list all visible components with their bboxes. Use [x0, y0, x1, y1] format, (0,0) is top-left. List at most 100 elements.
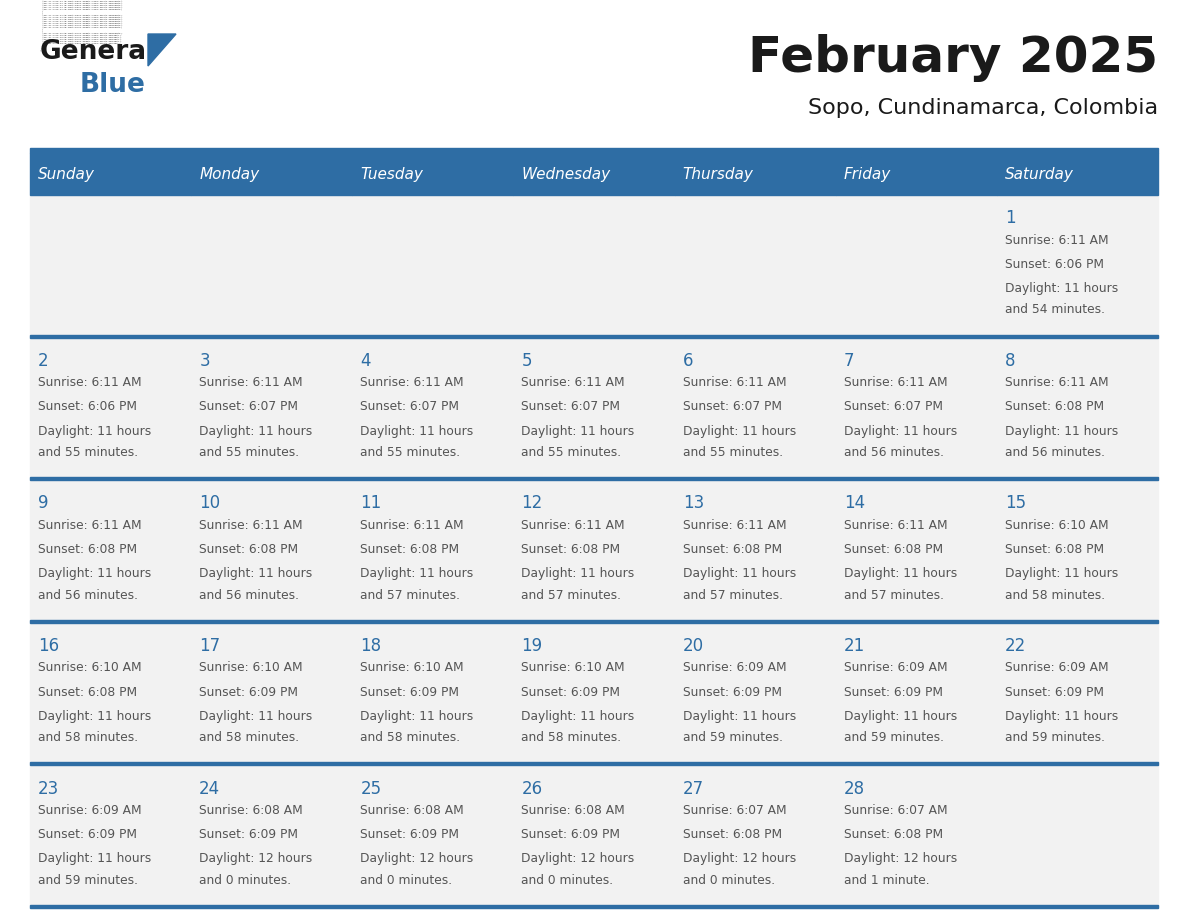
Bar [835, 153, 997, 195]
Text: Daylight: 11 hours: Daylight: 11 hours [38, 710, 151, 722]
Bar [835, 195, 997, 338]
Text: Daylight: 11 hours: Daylight: 11 hours [360, 567, 474, 580]
Text: Sunrise: 6:10 AM: Sunrise: 6:10 AM [360, 661, 465, 675]
Text: Sunset: 6:07 PM: Sunset: 6:07 PM [200, 400, 298, 413]
Text: Sunrise: 6:10 AM: Sunrise: 6:10 AM [38, 661, 141, 675]
Text: Sunrise: 6:08 AM: Sunrise: 6:08 AM [360, 804, 465, 817]
Polygon shape [148, 34, 176, 66]
Text: and 58 minutes.: and 58 minutes. [360, 731, 461, 744]
Text: and 55 minutes.: and 55 minutes. [38, 446, 138, 459]
Text: Sunrise: 6:09 AM: Sunrise: 6:09 AM [843, 661, 947, 675]
Text: Daylight: 11 hours: Daylight: 11 hours [200, 710, 312, 722]
Text: Daylight: 11 hours: Daylight: 11 hours [200, 567, 312, 580]
Text: 27: 27 [683, 779, 703, 798]
Text: Daylight: 11 hours: Daylight: 11 hours [1005, 282, 1118, 295]
Text: Sunrise: 6:10 AM: Sunrise: 6:10 AM [1005, 519, 1108, 532]
Bar [191, 480, 353, 622]
Text: Sunrise: 6:11 AM: Sunrise: 6:11 AM [38, 376, 141, 389]
Text: and 0 minutes.: and 0 minutes. [360, 874, 453, 887]
Text: and 0 minutes.: and 0 minutes. [200, 874, 291, 887]
Text: Daylight: 11 hours: Daylight: 11 hours [1005, 567, 1118, 580]
Text: Thursday: Thursday [683, 166, 753, 182]
Text: Sunrise: 6:11 AM: Sunrise: 6:11 AM [522, 519, 625, 532]
Text: and 54 minutes.: and 54 minutes. [1005, 303, 1105, 317]
Text: Sunrise: 6:11 AM: Sunrise: 6:11 AM [683, 376, 786, 389]
Text: Sunset: 6:09 PM: Sunset: 6:09 PM [200, 686, 298, 699]
Bar [30, 153, 191, 195]
Text: and 55 minutes.: and 55 minutes. [360, 446, 461, 459]
Text: Saturday: Saturday [1005, 166, 1074, 182]
Text: and 55 minutes.: and 55 minutes. [522, 446, 621, 459]
Text: Sunrise: 6:08 AM: Sunrise: 6:08 AM [200, 804, 303, 817]
Bar [997, 622, 1158, 766]
Text: and 58 minutes.: and 58 minutes. [1005, 588, 1105, 601]
Text: Sunset: 6:07 PM: Sunset: 6:07 PM [360, 400, 460, 413]
Text: February 2025: February 2025 [748, 34, 1158, 82]
Text: and 56 minutes.: and 56 minutes. [843, 446, 943, 459]
Text: Daylight: 11 hours: Daylight: 11 hours [522, 710, 634, 722]
Text: Sunrise: 6:11 AM: Sunrise: 6:11 AM [843, 376, 947, 389]
Text: Sunrise: 6:07 AM: Sunrise: 6:07 AM [683, 804, 786, 817]
Bar [513, 766, 675, 908]
Bar [997, 153, 1158, 195]
Text: Sunset: 6:07 PM: Sunset: 6:07 PM [843, 400, 943, 413]
Bar [30, 766, 191, 908]
Text: Daylight: 11 hours: Daylight: 11 hours [683, 425, 796, 438]
Text: and 57 minutes.: and 57 minutes. [522, 588, 621, 601]
Text: Sunrise: 6:11 AM: Sunrise: 6:11 AM [200, 376, 303, 389]
Text: General: General [40, 39, 157, 65]
Bar [191, 766, 353, 908]
Bar [835, 622, 997, 766]
Text: and 59 minutes.: and 59 minutes. [38, 874, 138, 887]
Text: Sunrise: 6:11 AM: Sunrise: 6:11 AM [360, 376, 465, 389]
Text: Blue: Blue [80, 72, 146, 98]
Text: 2: 2 [38, 352, 49, 370]
Text: Sunset: 6:08 PM: Sunset: 6:08 PM [360, 543, 460, 556]
Text: Sunset: 6:08 PM: Sunset: 6:08 PM [38, 543, 137, 556]
Text: 14: 14 [843, 495, 865, 512]
Text: Daylight: 11 hours: Daylight: 11 hours [843, 425, 958, 438]
Bar [30, 480, 191, 622]
Text: and 57 minutes.: and 57 minutes. [683, 588, 783, 601]
Text: 10: 10 [200, 495, 220, 512]
Bar [30, 338, 191, 480]
Text: Sunrise: 6:11 AM: Sunrise: 6:11 AM [1005, 233, 1108, 247]
Bar [997, 766, 1158, 908]
Text: Daylight: 12 hours: Daylight: 12 hours [683, 853, 796, 866]
Text: and 56 minutes.: and 56 minutes. [38, 588, 138, 601]
Bar [353, 338, 513, 480]
Text: Sunset: 6:09 PM: Sunset: 6:09 PM [200, 828, 298, 841]
Bar [675, 766, 835, 908]
Text: 19: 19 [522, 637, 543, 655]
Text: Daylight: 11 hours: Daylight: 11 hours [843, 710, 958, 722]
Text: and 57 minutes.: and 57 minutes. [843, 588, 943, 601]
Bar [191, 338, 353, 480]
Text: Daylight: 11 hours: Daylight: 11 hours [200, 425, 312, 438]
Text: Tuesday: Tuesday [360, 166, 423, 182]
Bar [30, 763, 1158, 766]
Text: 5: 5 [522, 352, 532, 370]
Text: Daylight: 11 hours: Daylight: 11 hours [522, 567, 634, 580]
Text: Daylight: 11 hours: Daylight: 11 hours [38, 853, 151, 866]
Text: 24: 24 [200, 779, 220, 798]
Text: Sunrise: 6:09 AM: Sunrise: 6:09 AM [38, 804, 141, 817]
Text: Wednesday: Wednesday [522, 166, 611, 182]
Text: Daylight: 11 hours: Daylight: 11 hours [38, 567, 151, 580]
Text: Sunset: 6:08 PM: Sunset: 6:08 PM [38, 686, 137, 699]
Bar [513, 622, 675, 766]
Text: Sunrise: 6:11 AM: Sunrise: 6:11 AM [522, 376, 625, 389]
Text: Sunrise: 6:07 AM: Sunrise: 6:07 AM [843, 804, 947, 817]
Bar [191, 195, 353, 338]
Text: 4: 4 [360, 352, 371, 370]
Text: Sunrise: 6:11 AM: Sunrise: 6:11 AM [360, 519, 465, 532]
Text: 21: 21 [843, 637, 865, 655]
Text: and 0 minutes.: and 0 minutes. [522, 874, 614, 887]
Text: Daylight: 12 hours: Daylight: 12 hours [843, 853, 958, 866]
Text: Sunset: 6:08 PM: Sunset: 6:08 PM [683, 828, 782, 841]
Text: Sunset: 6:08 PM: Sunset: 6:08 PM [683, 543, 782, 556]
Bar [835, 480, 997, 622]
Text: 1: 1 [1005, 209, 1016, 228]
Text: Daylight: 11 hours: Daylight: 11 hours [38, 425, 151, 438]
Text: 22: 22 [1005, 637, 1026, 655]
Text: 26: 26 [522, 779, 543, 798]
